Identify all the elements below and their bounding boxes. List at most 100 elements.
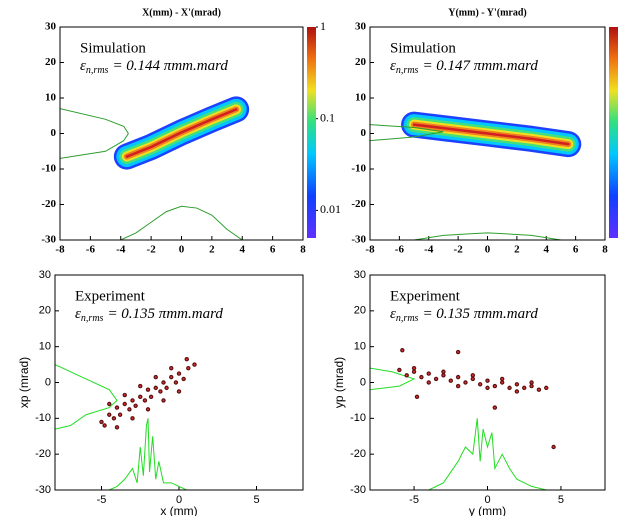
x-tick-label: 4 [240,244,246,256]
y-tick-label: 20 [354,305,366,317]
colorbar-tick-label: 1 [320,19,326,33]
annotation: Simulation [390,40,456,56]
y-tick-label: -20 [41,198,56,210]
y-tick-label: 20 [45,56,57,68]
data-point-core [119,413,122,416]
data-point-core [134,404,137,407]
data-point-core [128,408,131,411]
profile-line [55,364,118,430]
x-tick-label: -4 [424,244,434,256]
data-point-core [442,374,445,377]
data-point-core [123,394,126,397]
data-point-core [486,386,489,389]
data-point-core [413,367,416,370]
data-point-core [515,390,518,393]
x-tick-label: 4 [544,244,550,256]
plot-frame [369,274,606,491]
x-tick-label: 2 [209,244,215,256]
data-point-core [116,406,118,409]
y-tick-label: 10 [354,341,366,353]
profile-line [120,205,243,240]
data-point-core [493,406,496,409]
data-point-core [193,363,196,366]
data-point-core [185,358,188,361]
colorbar [307,27,316,238]
x-tick-label: 0 [485,244,491,256]
x-axis-label: y (mm) [469,504,506,516]
plot-frame [54,274,304,491]
y-axis-label: xp (mrad) [17,357,31,408]
emittance-subscript: n,rms [86,65,109,76]
data-point-core [131,399,134,402]
y-tick-label: 30 [45,21,57,33]
x-tick-label: 6 [270,244,276,256]
y-tick-label: 0 [45,376,51,388]
x-tick-label: 5 [253,494,259,506]
chart-title: Y(mm) - Y'(mrad) [448,7,527,18]
y-tick-label: 10 [355,92,367,104]
y-axis-label: yp (mrad) [332,357,346,408]
x-tick-label: 0 [176,494,182,506]
x-tick-label: -8 [55,244,65,256]
data-point-core [131,417,134,420]
data-point-core [112,417,115,420]
data-point-core [150,395,153,398]
y-tick-label: -10 [351,163,366,175]
density-cloud [125,108,238,158]
data-point-core [182,377,185,380]
data-point-core [508,386,511,389]
x-tick-label: -5 [409,494,419,506]
density-cloud [412,123,570,146]
chart-title: X(mm) - X'(mrad) [142,7,221,18]
data-point-core [139,395,142,398]
data-point-core [416,395,418,398]
profile-line [60,108,129,159]
data-point-core [442,370,445,373]
annotation: Experiment [390,288,461,304]
data-point-core [501,377,504,380]
data-point-core [165,386,168,389]
data-point-core [147,408,149,411]
data-point-core [174,381,177,384]
data-point-core [100,420,103,423]
data-point-core [479,383,482,386]
colorbar [609,27,618,238]
y-tick-label: -10 [41,163,56,175]
data-point-core [464,381,467,384]
y-tick-label: -20 [35,448,51,460]
plot-area [370,348,556,490]
data-point-core [116,426,118,429]
emittance-symbol: ε [390,306,396,322]
emittance-value: = 0.135 πmm.mard [107,306,223,322]
y-tick-label: 0 [360,376,366,388]
data-point-core [187,367,190,370]
data-point-core [139,385,142,388]
y-tick-label: -20 [350,448,366,460]
x-tick-label: 8 [300,244,306,256]
annotation: Simulation [80,40,146,56]
data-point-core [162,381,165,384]
y-tick-label: 10 [45,92,57,104]
y-tick-label: 0 [361,127,367,139]
data-point-core [523,386,526,389]
data-point-core [162,399,165,402]
plot-area [370,111,582,240]
x-tick-label: 8 [602,244,608,256]
emittance-symbol: ε [390,58,396,74]
emittance: εn,rms = 0.135 πmm.mard [75,306,223,324]
data-point-core [154,386,157,389]
y-tick-label: 20 [355,56,367,68]
x-tick-label: 5 [558,494,564,506]
data-point-core [530,381,533,384]
data-point-core [398,368,401,371]
y-tick-label: -30 [350,484,366,496]
y-tick-label: 30 [39,269,51,281]
data-point-core [435,377,438,380]
data-point-core [143,399,146,402]
y-tick-label: 30 [354,269,366,281]
data-point-core [427,372,430,375]
x-tick-label: -5 [97,494,107,506]
colorbar-tick-label: 0.01 [320,202,341,216]
x-tick-label: 6 [573,244,579,256]
